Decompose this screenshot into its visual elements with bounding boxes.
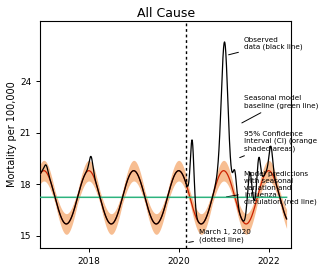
Text: Seasonal model
baseline (green line): Seasonal model baseline (green line) [242,95,318,123]
Text: 95% Confidence
Interval (CI) (orange
shaded areas): 95% Confidence Interval (CI) (orange sha… [240,131,317,158]
Title: All Cause: All Cause [136,7,195,20]
Text: Observed
data (black line): Observed data (black line) [228,37,303,55]
Text: Model predictions
with seasonal
variation and
influenza
circulation (red line): Model predictions with seasonal variatio… [227,171,317,205]
Y-axis label: Mortality per 100,000: Mortality per 100,000 [7,82,17,188]
Text: March 1, 2020
(dotted line): March 1, 2020 (dotted line) [188,229,251,243]
